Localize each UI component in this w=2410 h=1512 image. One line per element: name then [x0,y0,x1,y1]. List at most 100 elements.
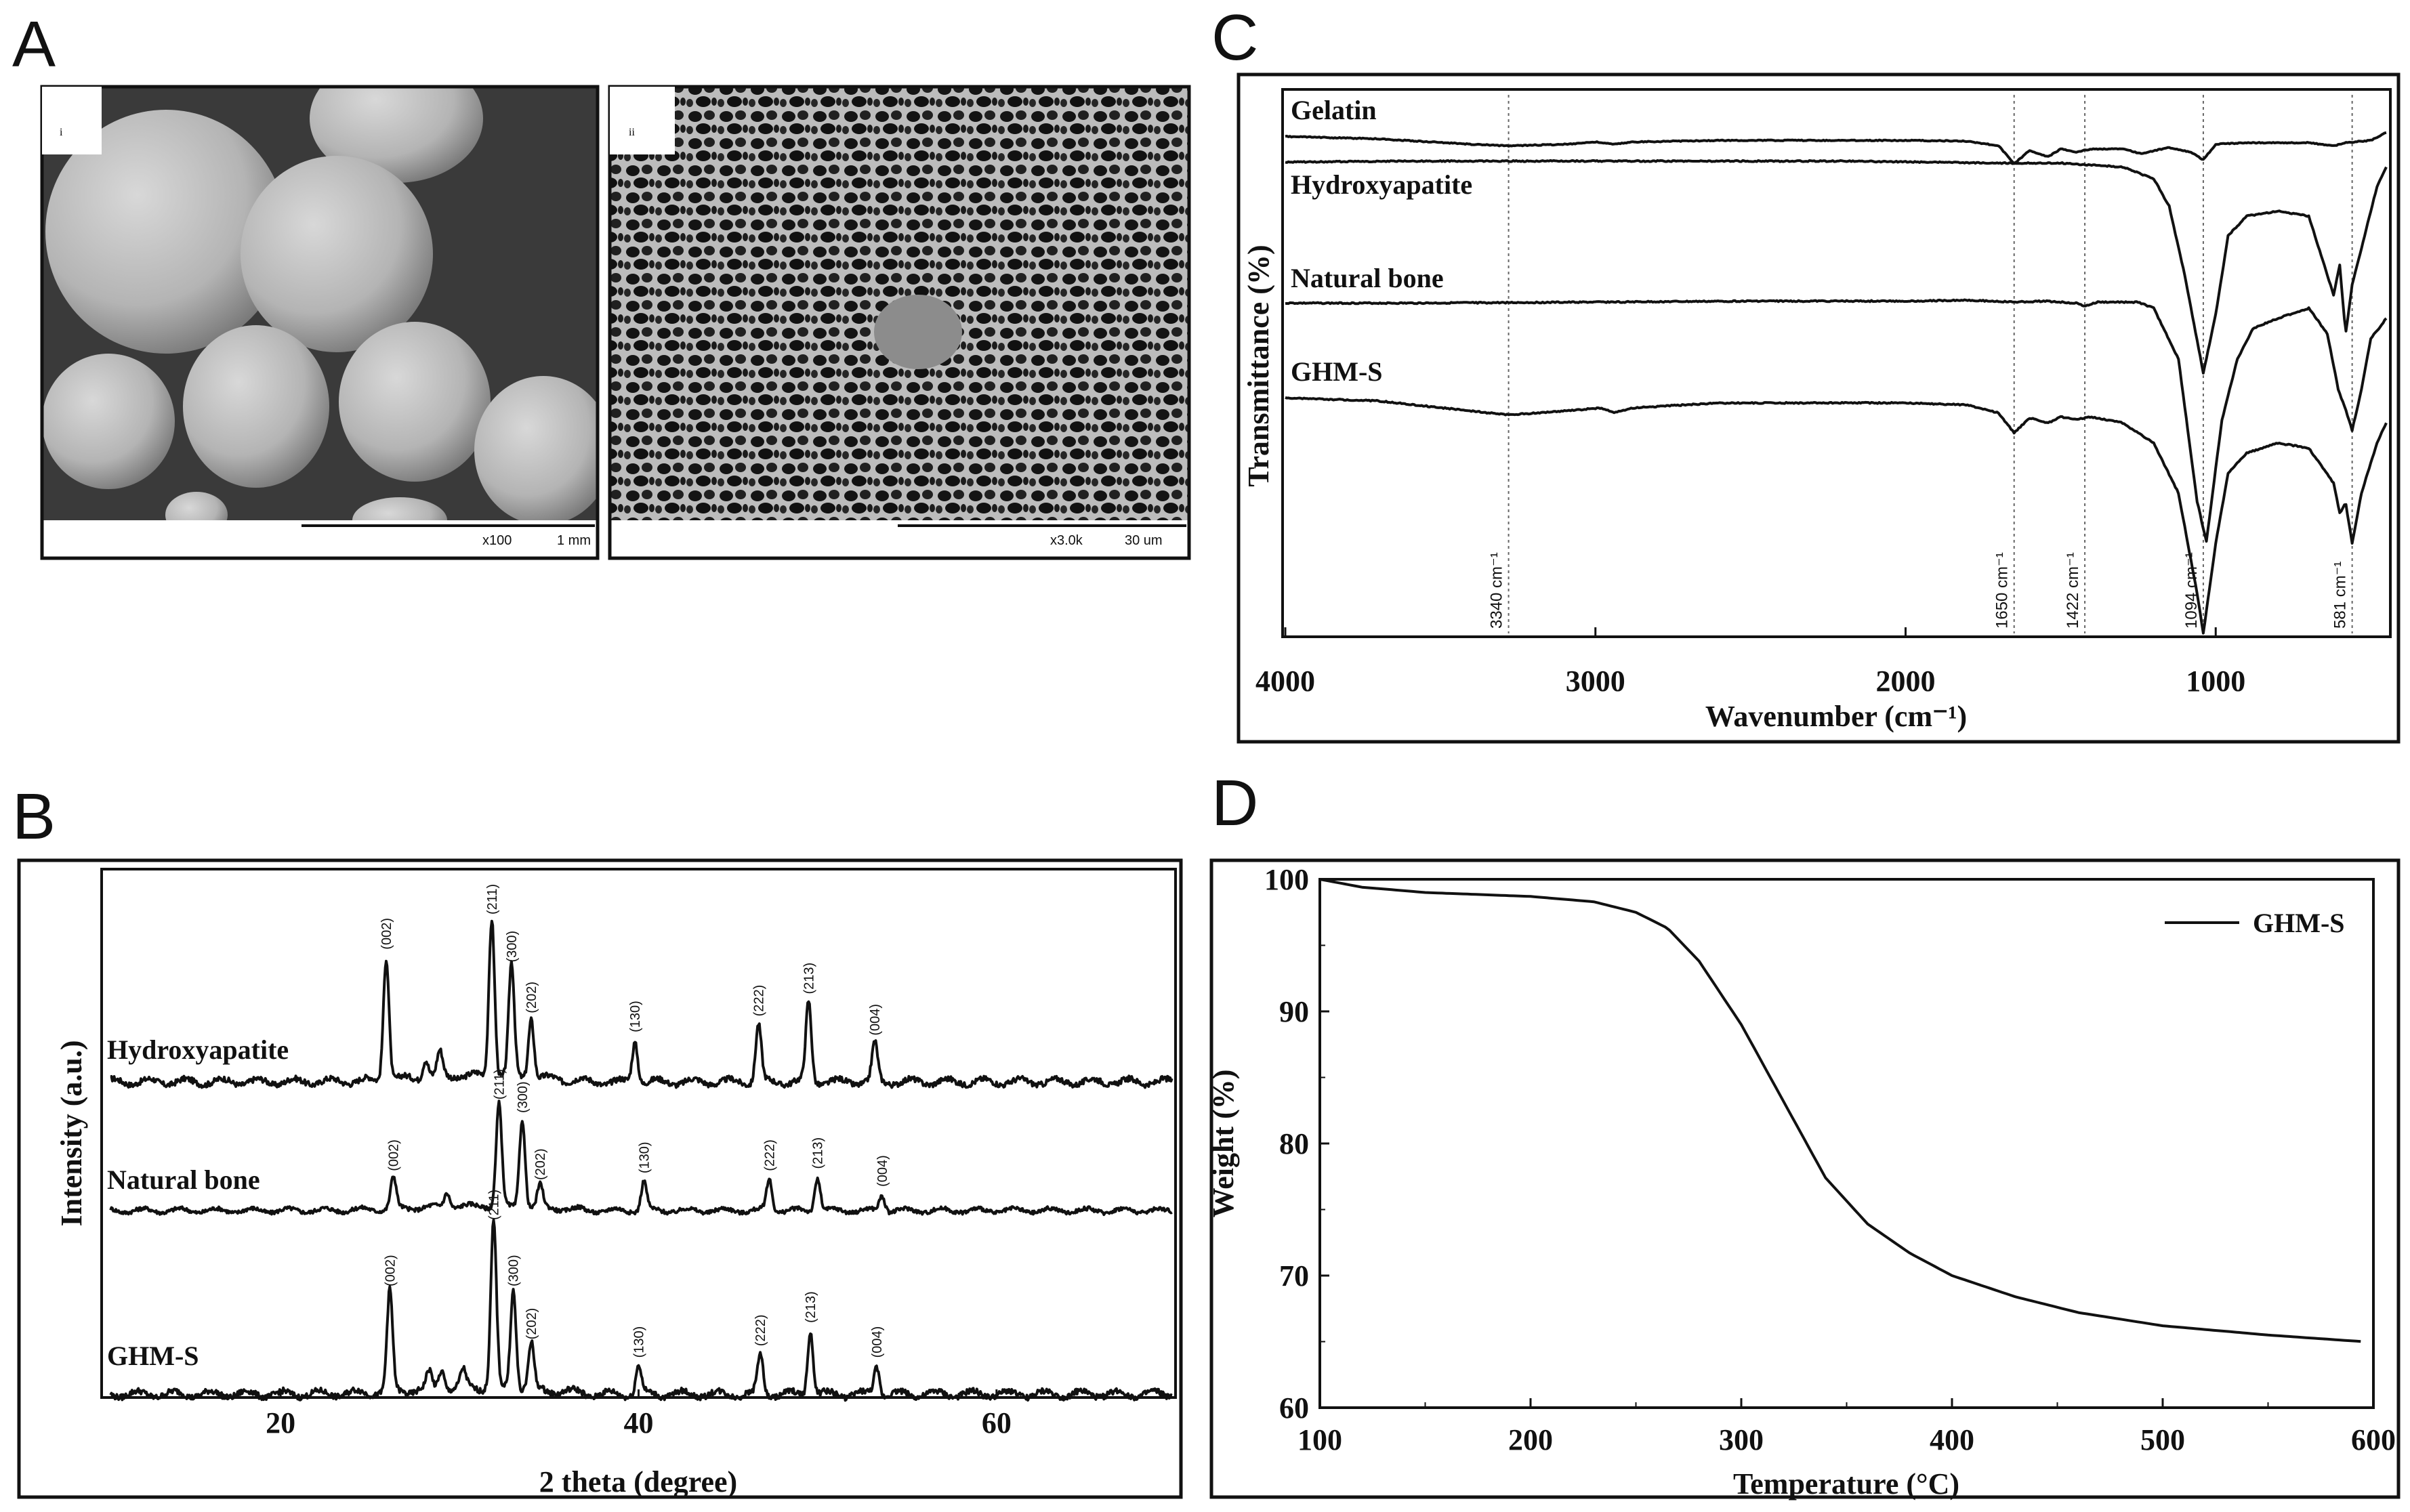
xrd-peak-label: (130) [637,1141,652,1173]
tga-tick-label: 600 [2351,1423,2396,1456]
ftir-series-line [1285,131,2387,165]
xrd-peak-label: (213) [804,1291,818,1323]
xrd-tick-label: 60 [982,1406,1012,1440]
ftir-band-annotation: 3340 cm⁻¹ [1488,552,1506,629]
panel-b-label: B [12,780,56,853]
xrd-peak-label: (002) [383,1255,398,1286]
particle [874,295,962,369]
xrd-peak-label: (002) [387,1139,402,1171]
xrd-peak-label: (213) [811,1137,826,1169]
tga-tick-label: 400 [1930,1423,1974,1456]
xrd-series-line [109,1099,1173,1217]
xrd-peak-label: (004) [875,1155,890,1187]
xrd-peak-label: (213) [802,963,816,994]
sem-scale: 30 um [1125,533,1163,548]
xrd-series-line [110,919,1173,1089]
ftir-tick-label: 1000 [2186,665,2245,698]
sem-scale: 1 mm [557,533,591,548]
xrd-chart: 20 40 60 Hydroxyapatite (002) (211) (300) (202)… [107,884,1173,1440]
xrd-tick-label: 40 [624,1406,654,1440]
tga-tick-label: 60 [1279,1391,1309,1425]
ftir-tick-label: 2000 [1875,665,1935,698]
microsphere [183,325,329,488]
xrd-peak-label: (222) [753,1314,768,1346]
panel-d-label: D [1211,767,1258,839]
xrd-tick-label: 20 [266,1406,295,1440]
xrd-plot-area [100,868,1177,1399]
xrd-xlabel: 2 theta (degree) [539,1465,737,1498]
xrd-peak-label: (130) [628,1001,643,1032]
ftir-band-annotation: 1650 cm⁻¹ [1993,552,2012,629]
xrd-peak-label: (300) [505,931,520,963]
ftir-ylabel: Transmittance (%) [1242,245,1275,486]
sublabel-ii: ii [629,127,635,138]
xrd-peak-label: (211) [492,1069,507,1099]
microsphere [339,322,491,482]
xrd-peak-label: (300) [516,1081,531,1113]
xrd-peak-label: (222) [762,1139,777,1171]
tga-plot-area [1318,878,2375,1409]
xrd-peak-label: (202) [524,982,539,1013]
sem-frame [608,85,1191,560]
tga-xlabel: Temperature (°C) [1733,1467,1959,1500]
ftir-chart: 4000 3000 2000 1000 3340 cm⁻¹ 1650 cm⁻¹ 1422 c… [1255,95,2388,698]
tga-legend-label: GHM-S [2253,908,2345,938]
tga-ylabel: Weight (%) [1207,1070,1240,1218]
xrd-series-label: GHM-S [107,1341,199,1371]
tga-tick-label: 80 [1279,1127,1309,1160]
sem-image-ii: x3.0k 30 um ii [608,85,1191,560]
microsphere [474,376,598,520]
microsphere [45,110,287,354]
xrd-series-line [109,1219,1173,1402]
tga-chart: 100 200 300 400 500 600 60 70 80 90 100 GHM-S [1264,863,2396,1456]
xrd-peak-label: (202) [533,1148,548,1180]
ftir-series-label: Gelatin [1291,95,1377,125]
xrd-peak-label: (211) [485,884,500,915]
tga-tick-label: 90 [1279,995,1309,1028]
panel-d-frame [1209,858,2401,1499]
xrd-peak-label: (300) [507,1255,522,1286]
xrd-peak-label: (222) [751,985,766,1017]
ftir-band-annotation: 581 cm⁻¹ [2331,562,2350,629]
ftir-tick-label: 3000 [1566,665,1625,698]
panel-a-label: A [12,8,56,81]
xrd-series-label: Hydroxyapatite [107,1034,289,1065]
tga-tick-label: 100 [1297,1423,1342,1456]
tga-tick-label: 70 [1279,1259,1309,1293]
ftir-band-annotation: 1422 cm⁻¹ [2064,552,2082,629]
ftir-series-line [1285,396,2388,635]
sublabel-i: i [60,127,63,138]
tga-series-line [1319,878,2361,1343]
sem-mag: x100 [482,533,512,548]
xrd-ylabel: Intensity (a.u.) [55,1040,88,1226]
microsphere [352,497,447,520]
microsphere [241,156,433,352]
sem-mag: x3.0k [1050,533,1083,548]
tga-tick-label: 200 [1508,1423,1553,1456]
xrd-series-label: Natural bone [107,1164,260,1195]
sem-frame [40,85,600,560]
microsphere [165,492,228,520]
ftir-tick-label: 4000 [1255,665,1315,698]
xrd-peak-label: (004) [870,1326,885,1358]
ftir-series-line [1285,159,2388,375]
xrd-peak-label: (202) [524,1308,539,1340]
panel-b-frame [17,858,1183,1499]
xrd-peak-label: (211) [487,1190,502,1220]
ftir-series-line [1285,298,2388,543]
ftir-series-label: GHM-S [1291,356,1383,387]
ftir-series-label: Hydroxyapatite [1291,169,1472,200]
tga-tick-label: 500 [2140,1423,2185,1456]
tga-tick-label: 300 [1719,1423,1764,1456]
xrd-peak-label: (002) [379,918,394,950]
ftir-xlabel: Wavenumber (cm⁻¹) [1705,700,1967,733]
sem-image-i: x100 1 mm i [40,85,600,560]
tga-tick-label: 100 [1264,863,1309,896]
ftir-series-label: Natural bone [1291,263,1444,293]
xrd-peak-label: (130) [632,1326,647,1358]
ftir-plot-area [1281,88,2392,638]
sublabel-box [42,87,102,154]
microsphere [42,354,175,489]
panel-c-frame [1237,72,2401,744]
xrd-peak-label: (004) [868,1004,883,1036]
